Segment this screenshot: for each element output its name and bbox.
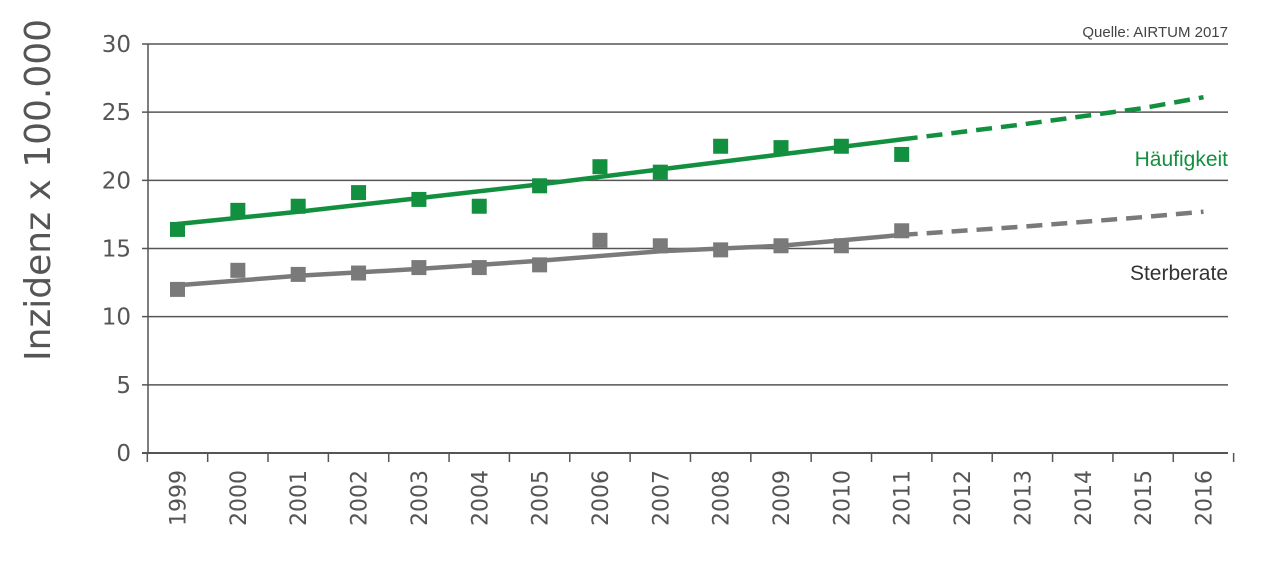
data-point: [230, 262, 246, 278]
data-point: [471, 198, 487, 214]
x-tick-label: 2006: [589, 470, 614, 526]
x-tick-label: 2013: [1011, 470, 1036, 526]
data-point: [532, 178, 548, 194]
x-tick-label: 2011: [891, 470, 916, 526]
y-tick-label: 20: [102, 168, 131, 194]
x-tick-label: 2007: [649, 470, 674, 526]
y-tick-label: 25: [102, 100, 131, 126]
x-tick-label: 2015: [1132, 470, 1157, 526]
data-point: [351, 265, 367, 281]
data-point: [894, 146, 910, 162]
x-tick-label: 2014: [1072, 470, 1097, 526]
data-point: [773, 238, 789, 254]
y-tick-label: 30: [102, 32, 131, 58]
data-point: [713, 138, 729, 154]
x-tick-label: 2010: [830, 470, 855, 526]
data-point: [411, 260, 427, 276]
data-point: [652, 238, 668, 254]
series-label-haeufigkeit: Häufigkeit: [1135, 148, 1229, 171]
x-tick-label: 2008: [710, 470, 735, 526]
data-point: [532, 257, 548, 273]
source-note: Quelle: AIRTUM 2017: [1082, 24, 1228, 41]
data-point: [230, 202, 246, 218]
data-point: [290, 266, 306, 282]
y-tick-label: 0: [116, 441, 131, 467]
gridlines: [142, 43, 1228, 454]
data-point: [713, 242, 729, 258]
y-tick-label: 10: [102, 305, 131, 331]
forecast-line: [901, 209, 1204, 238]
data-point: [773, 140, 789, 156]
data-markers: [170, 138, 910, 297]
y-tick-label: 15: [102, 237, 131, 263]
x-tick-label: 1999: [167, 470, 192, 526]
data-point: [652, 164, 668, 180]
x-tick-label: 2003: [408, 470, 433, 526]
data-point: [351, 185, 367, 201]
x-tick-label: 2000: [227, 470, 252, 526]
x-tick-label: 2004: [468, 470, 493, 526]
data-point: [592, 232, 608, 248]
series-label-sterberate: Sterberate: [1130, 262, 1228, 285]
data-point: [170, 281, 185, 297]
trend-lines: [175, 94, 1204, 288]
data-point: [290, 198, 306, 214]
x-tick-label: 2001: [287, 470, 312, 526]
x-tick-label: 2005: [529, 470, 554, 526]
x-tick-label: 2002: [348, 470, 373, 526]
y-axis-label: Inzidenz x 100.000: [18, 19, 59, 361]
data-point: [471, 260, 487, 276]
data-point: [170, 221, 185, 237]
data-point: [833, 238, 849, 254]
forecast-line: [901, 94, 1204, 142]
x-tick-label: 2009: [770, 470, 795, 526]
data-point: [894, 223, 910, 239]
data-point: [411, 191, 427, 207]
data-point: [833, 138, 849, 154]
y-tick-label: 5: [116, 373, 131, 399]
data-point: [592, 159, 608, 175]
x-tick-label: 2016: [1192, 470, 1217, 526]
axes: 0 5 10 15 20 25 30 1999 2000 2001 2002 2003 2004 2005…: [102, 32, 1235, 526]
x-tick-label: 2012: [951, 470, 976, 526]
